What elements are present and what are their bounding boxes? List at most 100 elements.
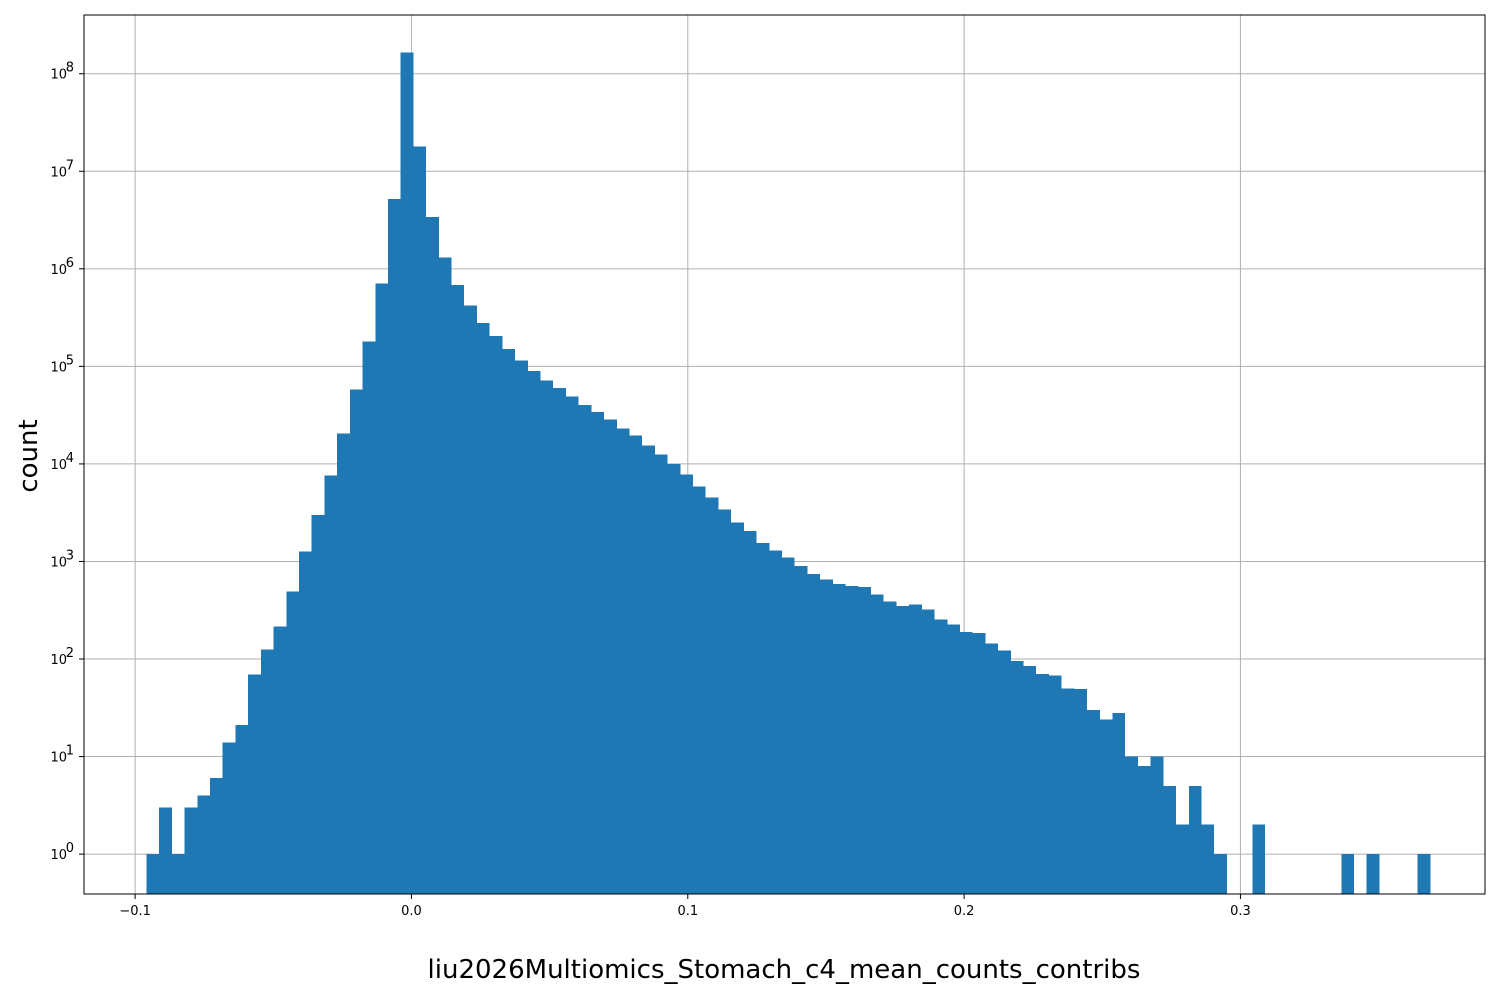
- histogram-bar: [756, 542, 770, 894]
- x-tick-label: −0.1: [119, 904, 151, 919]
- y-tick-label: 10: [50, 263, 67, 278]
- histogram-bar: [1201, 824, 1215, 894]
- histogram-bar: [947, 624, 960, 894]
- y-tick-label-exponent: 4: [66, 451, 74, 466]
- histogram-bar: [451, 285, 465, 895]
- histogram-bar: [1087, 710, 1100, 894]
- histogram-bar: [693, 486, 706, 894]
- y-axis-title: count: [14, 419, 44, 492]
- histogram-bar: [794, 565, 808, 894]
- histogram-bar: [476, 322, 490, 894]
- histogram-bar: [642, 445, 655, 894]
- x-tick-label: 0.2: [954, 904, 975, 919]
- histogram-bar: [731, 522, 744, 894]
- histogram-bar: [324, 475, 338, 894]
- histogram-bar: [248, 674, 261, 894]
- histogram-bar: [565, 396, 579, 894]
- histogram-bar: [1048, 675, 1062, 894]
- histogram-bar: [820, 579, 833, 894]
- histogram-bar: [883, 601, 897, 894]
- histogram-bar: [553, 388, 566, 894]
- histogram-bar: [1036, 674, 1049, 894]
- histogram-bar: [591, 412, 605, 894]
- histogram-bar: [184, 807, 198, 894]
- y-tick-label: 10: [50, 555, 67, 570]
- x-tick-label: 0.3: [1230, 904, 1251, 919]
- histogram-bar: [1010, 661, 1024, 894]
- y-tick-label-exponent: 7: [66, 158, 74, 173]
- y-tick-label-exponent: 0: [66, 841, 74, 856]
- histogram-bar: [985, 643, 999, 894]
- histogram-bar: [1061, 688, 1075, 894]
- histogram-bar: [260, 649, 274, 894]
- histogram-bar: [1150, 756, 1164, 894]
- histogram-bar: [337, 433, 350, 894]
- histogram-bar: [438, 257, 452, 894]
- histogram-bar: [1074, 689, 1088, 894]
- histogram-bar: [159, 807, 172, 894]
- histogram-bar: [426, 216, 439, 895]
- histogram-bar: [1023, 665, 1037, 894]
- y-tick-label-exponent: 5: [66, 353, 74, 368]
- histogram-bar: [807, 574, 821, 894]
- y-tick-label: 10: [50, 848, 67, 863]
- y-tick-label: 10: [50, 653, 67, 668]
- histogram-bar: [1099, 719, 1113, 894]
- histogram-bar: [146, 854, 160, 894]
- histogram-bar: [349, 389, 363, 894]
- histogram-bar: [959, 631, 973, 894]
- histogram-bar: [235, 725, 249, 894]
- histogram-bar: [273, 626, 287, 894]
- histogram-bar: [616, 428, 630, 894]
- y-tick-label-exponent: 2: [66, 646, 74, 661]
- histogram-bar: [222, 742, 236, 894]
- histogram-bar: [909, 604, 922, 894]
- histogram-bar: [858, 586, 871, 894]
- histogram-bar: [1125, 756, 1138, 894]
- y-tick-label: 10: [50, 751, 67, 766]
- histogram-bar: [1214, 854, 1227, 894]
- histogram-bar: [298, 551, 312, 894]
- histogram-bar: [604, 419, 617, 894]
- histogram-bar: [502, 349, 516, 894]
- histogram-bar: [171, 854, 185, 894]
- histogram-bar: [782, 557, 795, 894]
- histogram-bar: [870, 594, 884, 894]
- histogram-bar: [845, 586, 859, 894]
- histogram-bar: [413, 146, 427, 895]
- y-tick-label: 10: [50, 165, 67, 180]
- histogram-bar: [1252, 824, 1266, 894]
- histogram-bars: [146, 52, 1431, 895]
- histogram-bar: [718, 509, 732, 894]
- histogram-bar: [464, 305, 477, 894]
- histogram-bar: [1341, 854, 1355, 894]
- histogram-bar: [1163, 785, 1177, 894]
- histogram-bar: [540, 380, 554, 894]
- histogram-bar: [934, 619, 948, 894]
- histogram-bar: [769, 550, 783, 894]
- histogram-bar: [972, 632, 986, 894]
- histogram-bar: [387, 198, 401, 894]
- histogram-bar: [921, 609, 935, 894]
- histogram-bar: [527, 370, 541, 894]
- histogram-bar: [1188, 785, 1202, 894]
- histogram-bar: [1417, 854, 1431, 894]
- histogram-bar: [362, 341, 376, 895]
- histogram-bar: [998, 650, 1011, 894]
- y-tick-label-exponent: 8: [66, 61, 74, 76]
- histogram-bar: [743, 531, 757, 894]
- histogram-bar: [400, 52, 414, 895]
- histogram-bar: [1366, 854, 1380, 894]
- y-tick-label-exponent: 1: [66, 744, 74, 759]
- histogram-bar: [629, 435, 643, 894]
- histogram-bar: [896, 605, 910, 894]
- y-tick-label: 10: [50, 360, 67, 375]
- histogram-bar: [489, 335, 503, 894]
- histogram-bar: [680, 474, 694, 894]
- x-axis-ticks: −0.1 0.0 0.1 0.2 0.3: [119, 894, 1251, 919]
- y-tick-label-exponent: 6: [66, 256, 74, 271]
- histogram-bar: [654, 454, 668, 894]
- x-axis-title: liu2026Multiomics_Stomach_c4_mean_counts…: [428, 955, 1141, 985]
